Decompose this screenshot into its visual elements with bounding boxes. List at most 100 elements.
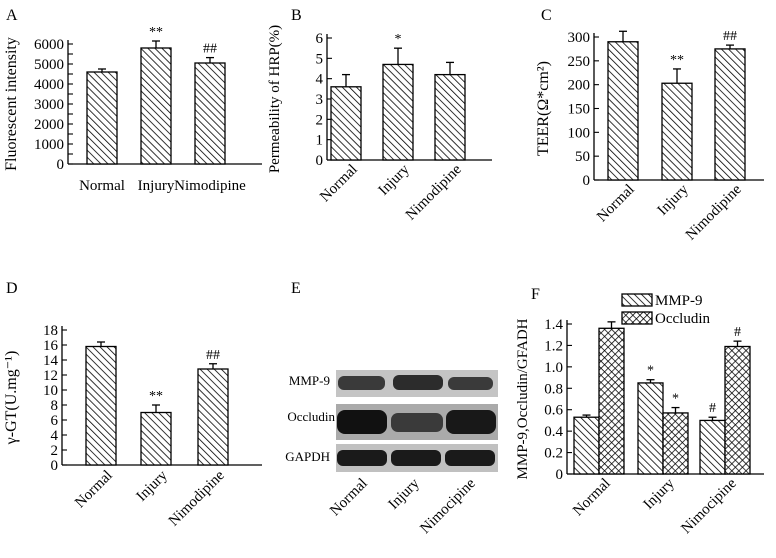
y-tick-label: 1 [316,133,324,149]
significance-marker: ** [670,53,684,68]
bar [434,73,466,161]
y-tick-label: 2 [51,443,59,459]
bar [140,47,172,165]
significance-marker: # [734,325,741,340]
blot-band [445,450,495,466]
x-tick-label: Nimodipine [166,467,228,529]
y-tick-label: 0 [583,173,591,189]
y-tick-label: 0 [316,153,324,169]
x-tick-label: Injury [655,181,693,219]
bar [724,345,751,475]
y-tick-label: 0.2 [544,446,563,462]
y-tick-label: 4000 [34,77,64,93]
panel-letter-a: A [6,7,18,24]
bar [699,419,726,475]
blot-lane-label: Nimocipine [417,475,479,537]
bar [662,412,689,475]
blot-band [393,375,443,390]
bar [714,48,746,181]
y-tick-label: 200 [568,78,591,94]
legend-swatch [621,311,653,325]
y-tick-label: 5000 [34,57,64,73]
chart-panel-c: 0 50 100 150 200 250 300 TEER(Ω*cm²) Normal Injur… [535,29,764,244]
bar [197,368,229,466]
bar [330,86,362,161]
panel-letter-b: B [291,7,302,24]
significance-marker: * [672,392,679,407]
chart-panel-b: 0 1 2 3 4 5 6 Permeability of HRP(%) Normal Injur… [267,25,492,224]
y-tick-label: 50 [575,149,590,165]
blot-band [448,377,493,390]
y-tick-label: 1.2 [544,338,563,354]
significance-marker: ## [723,29,737,44]
blot-band [338,376,385,390]
blot-band [337,450,387,466]
panel-letter-f: F [531,286,540,303]
panel-letter-c: C [541,7,552,24]
y-tick-label: 1.4 [544,317,563,333]
blot-row-label-mmp9: MMP-9 [289,373,330,388]
significance-marker: * [395,32,402,47]
bar [598,327,625,475]
x-tick-label: Nimodipine [683,181,745,243]
y-tick-label: 1.0 [544,360,563,376]
bar [194,62,226,165]
x-tick-label: Nimodipine [403,161,465,223]
y-tick-label: 6 [51,413,59,429]
blot-band [446,410,496,434]
y-tick-label: 2 [316,112,324,128]
y-tick-label: 12 [43,368,58,384]
blot-row-label-gapdh: GAPDH [285,449,330,464]
blot-band [391,413,443,432]
x-tick-label: Normal [594,182,638,226]
legend-label: MMP-9 [655,293,703,309]
y-tick-label: 300 [568,30,591,46]
x-tick-label: Injury [376,161,414,199]
y-tick-label: 0 [51,458,59,474]
x-tick-label: Injury [134,467,172,505]
blot-band [337,410,387,434]
x-tick-label: Normal [317,162,361,206]
bar [86,71,118,165]
western-blot-panel: MMP-9 Occludin GAPDH Normal Injury Nimoc… [285,370,498,537]
x-tick-label: Normal [570,476,614,520]
y-tick-label: 18 [43,323,58,339]
legend-swatch [621,293,653,307]
x-tick-label: Normal [79,178,125,194]
x-tick-label: Injury [641,475,679,513]
y-tick-label: 6 [316,31,324,47]
bar [573,416,600,475]
significance-marker: ## [203,42,217,57]
y-tick-label: 4 [316,72,324,88]
bar [661,82,693,181]
y-tick-label: 8 [51,398,59,414]
bar [637,382,664,475]
bar [382,63,414,161]
y-tick-label: 3 [316,92,324,108]
y-tick-label: 10 [43,383,58,399]
y-tick-label: 150 [568,102,591,118]
x-tick-label: Injury [138,178,175,194]
panel-letter-d: D [6,280,18,297]
chart-panel-a: 0 1000 2000 3000 4000 5000 6000 Fluorescent int… [3,25,262,194]
blot-row-label-occludin: Occludin [287,409,335,424]
y-tick-label: 0.8 [544,381,563,397]
significance-marker: * [647,364,654,379]
y-tick-label: 3000 [34,97,64,113]
legend-label: Occludin [655,311,710,327]
x-tick-label: Nimocipine [678,475,740,537]
y-tick-label: 4 [51,428,59,444]
y-tick-label: 0.6 [544,403,563,419]
y-tick-label: 0.4 [544,424,563,440]
y-tick-label: 250 [568,54,591,70]
x-tick-label: Nimodipine [174,178,246,194]
x-tick-label: Normal [72,468,116,512]
y-axis-label: Permeability of HRP(%) [267,25,283,173]
blot-lane-label: Injury [386,475,424,513]
y-tick-label: 1000 [34,137,64,153]
bar [140,411,172,466]
y-tick-label: 14 [43,353,59,369]
y-tick-label: 100 [568,125,591,141]
